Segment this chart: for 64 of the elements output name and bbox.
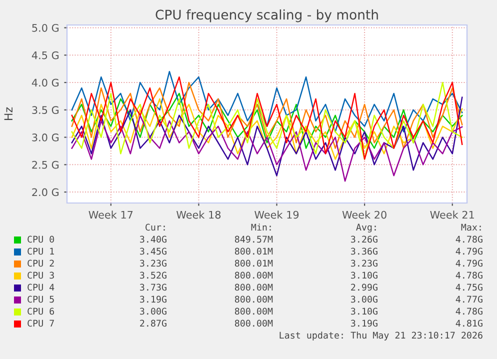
x-tick-label: Week 17	[88, 210, 133, 219]
text: 3.23G	[140, 260, 166, 267]
text: 4.81G	[456, 320, 482, 327]
line-series	[71, 98, 463, 160]
x-tick-label: Week 21	[430, 210, 474, 219]
text: 800.00M	[234, 320, 273, 327]
text: 2.87G	[140, 320, 166, 327]
x-tick-label: Week 18	[176, 210, 221, 219]
text: 3.26G	[351, 236, 378, 243]
legend-label: CPU 2	[28, 260, 54, 267]
text: 4.79G	[456, 260, 482, 267]
text: 800.00M	[234, 272, 273, 279]
chart-title: CPU frequency scaling - by month	[156, 9, 378, 22]
legend-label: CPU 6	[28, 308, 54, 315]
text: 3.19G	[140, 296, 166, 303]
legend-label: CPU 1	[28, 248, 54, 255]
text: Last update: Thu May 21 23:10:17 2026	[280, 332, 482, 340]
text: 4.79G	[456, 248, 482, 255]
text: 4.78G	[456, 236, 482, 243]
x-tick-label: Week 20	[342, 210, 386, 219]
text: 2.99G	[351, 284, 378, 291]
text: 3.10G	[351, 308, 378, 315]
text: 800.00M	[234, 284, 273, 291]
text: 3.00G	[351, 296, 378, 303]
text: 3.19G	[351, 320, 378, 327]
y-tick-label: 3.0 G	[32, 134, 59, 142]
text: Cur:	[146, 224, 165, 231]
text: Max:	[461, 224, 481, 231]
text: Avg:	[356, 224, 376, 232]
text: 849.57M	[234, 236, 273, 243]
line-series	[71, 70, 463, 132]
y-axis-title: Hz	[4, 107, 12, 120]
text: 3.00G	[140, 308, 166, 315]
legend-label: CPU 5	[28, 296, 54, 303]
text: 3.40G	[140, 236, 166, 243]
y-tick-label: 4.0 G	[32, 78, 59, 87]
text: 3.45G	[140, 248, 166, 255]
y-tick-label: 2.5 G	[32, 160, 59, 169]
x-tick-label: Week 19	[254, 210, 299, 219]
text: 4.77G	[456, 296, 482, 303]
text: 800.00M	[234, 308, 273, 315]
y-tick-label: 4.5 G	[32, 51, 59, 60]
text: 4.78G	[456, 272, 482, 279]
text: Min:	[251, 224, 271, 231]
text: 3.36G	[351, 248, 378, 255]
legend-label: CPU 0	[28, 236, 54, 243]
text: 800.01M	[234, 248, 273, 255]
text: 3.10G	[351, 272, 378, 279]
text: 3.73G	[140, 284, 166, 291]
line-series	[71, 92, 463, 149]
text: 3.23G	[351, 260, 378, 267]
legend-label: CPU 3	[28, 272, 54, 279]
legend-label: CPU 7	[28, 320, 54, 327]
text: 4.75G	[456, 284, 482, 291]
legend-label: CPU 4	[28, 284, 54, 291]
text: 800.01M	[234, 260, 273, 267]
y-tick-label: 5.0 G	[32, 24, 59, 32]
text: 3.52G	[140, 272, 166, 279]
line-series	[71, 114, 463, 182]
text: 800.00M	[234, 296, 273, 303]
y-tick-label: 2.0 G	[32, 188, 59, 196]
text: 4.78G	[456, 308, 482, 315]
y-tick-label: 3.5 G	[32, 106, 59, 114]
line-series	[71, 96, 463, 176]
